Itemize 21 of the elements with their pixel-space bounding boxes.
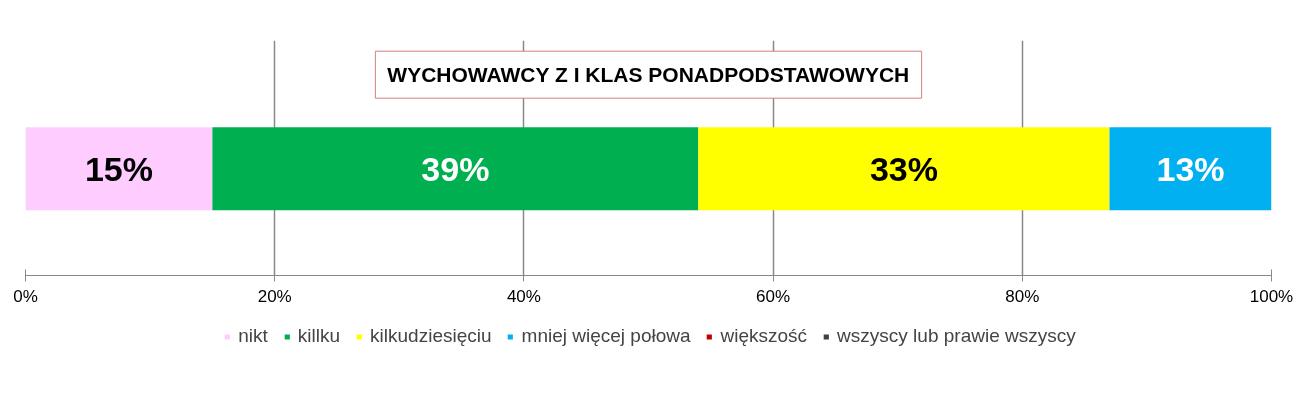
- legend-label: killku: [297, 325, 341, 347]
- legend-label: nikt: [238, 325, 268, 347]
- legend-label: wszyscy lub prawie wszyscy: [837, 325, 1076, 347]
- legend-label: kilkudziesięciu: [370, 325, 492, 347]
- data-label: 39%: [421, 149, 490, 188]
- text: WYCHOWAWCY Z I KLAS PONADPODSTAWOWYCH: [387, 63, 910, 87]
- legend-label: większość: [720, 325, 808, 347]
- x-tick-label: 80%: [1005, 286, 1040, 306]
- bar: [698, 127, 1110, 211]
- x-tick-label: 40%: [506, 286, 541, 306]
- x-tick-label: 100%: [1249, 286, 1294, 306]
- x-tick-label: 20%: [257, 286, 292, 306]
- data-label: 33%: [869, 149, 938, 188]
- legend-label: mniej więcej połowa: [521, 325, 691, 347]
- x-tick-label: 0%: [13, 286, 38, 306]
- bar: [1109, 127, 1272, 211]
- data-label: 13%: [1156, 149, 1225, 188]
- bar: [25, 127, 213, 211]
- x-tick-label: 60%: [756, 286, 791, 306]
- bar: [212, 127, 699, 211]
- data-label: 15%: [84, 149, 153, 188]
